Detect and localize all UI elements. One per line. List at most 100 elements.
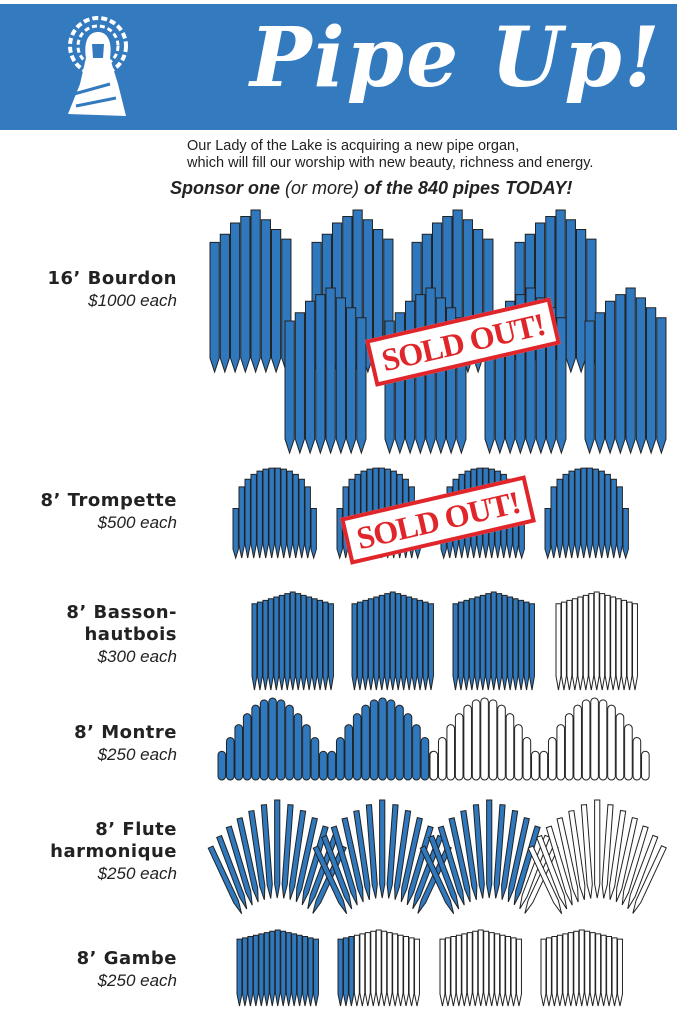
pipe [386, 932, 393, 1007]
pipe [256, 470, 263, 559]
pipe [571, 598, 578, 691]
pipe [463, 704, 472, 781]
pipe-group-bourdon[interactable] [284, 287, 367, 455]
pipe [327, 750, 337, 781]
pipe-group-montre[interactable] [429, 697, 540, 781]
pipe [610, 596, 617, 691]
pipe [268, 467, 275, 559]
pipe [615, 294, 626, 455]
pipe-group-flute[interactable] [207, 799, 347, 915]
pipe [573, 704, 582, 781]
pipe [609, 809, 627, 900]
rank-label-bourdon: 16’ Bourdon $1000 each [48, 268, 178, 312]
pipe [635, 297, 646, 455]
pipe [439, 938, 446, 1007]
pipe [522, 737, 532, 781]
pipe-group-flute[interactable] [527, 799, 667, 915]
pipe-group-gambe[interactable] [439, 929, 522, 1007]
pipe-group-basson[interactable] [351, 591, 434, 691]
pipe [302, 724, 311, 781]
pipe [242, 713, 252, 781]
pipe [274, 799, 281, 899]
pipe [615, 817, 638, 903]
pipe [562, 933, 569, 1007]
pipe [403, 936, 410, 1007]
pipe [452, 603, 459, 691]
pipe [395, 593, 402, 691]
pipe [483, 930, 490, 1007]
pipe [446, 724, 456, 781]
pipe [494, 933, 501, 1007]
pipe [523, 601, 530, 691]
pipe-group-basson[interactable] [251, 591, 334, 691]
pipe [560, 601, 567, 691]
madonna-logo [68, 16, 128, 116]
pipe [238, 486, 245, 559]
pipe-group-bourdon[interactable] [209, 209, 292, 374]
pipe [262, 468, 269, 559]
pipe [260, 804, 273, 899]
pipe [251, 704, 260, 781]
pipe [588, 593, 595, 691]
pipe-group-gambe[interactable] [540, 929, 623, 1007]
pipe [499, 934, 506, 1007]
pipe [429, 750, 439, 781]
pipe [615, 598, 622, 691]
pipe [230, 222, 241, 374]
pipe [367, 598, 374, 691]
pipe [276, 699, 286, 781]
rank-price: $250 each [97, 745, 177, 764]
pipe [234, 724, 244, 781]
pipe [556, 478, 563, 559]
rank-name-2: harmonique [50, 841, 177, 862]
pipe-group-basson[interactable] [452, 591, 535, 691]
pipe [365, 804, 378, 899]
pipe [296, 934, 303, 1007]
pipe [589, 932, 596, 1007]
pipe [564, 713, 574, 781]
pipe [496, 593, 503, 691]
pipe [362, 599, 369, 691]
pipe [378, 697, 387, 781]
pipe [474, 596, 481, 691]
pipe [370, 930, 377, 1007]
pipe [428, 603, 434, 691]
pipe [236, 938, 243, 1007]
pipe [258, 933, 265, 1007]
pipe-group-gambe[interactable] [236, 929, 319, 1007]
pipe [457, 601, 464, 691]
pipe [527, 845, 563, 914]
pipe [300, 594, 307, 691]
rank-price: $500 each [97, 513, 177, 532]
pipe-group-trompette[interactable] [544, 467, 629, 560]
pipe-group-montre[interactable] [539, 697, 650, 781]
pipe [632, 845, 667, 914]
rank-label-trompette: 8’ Trompette $500 each [41, 490, 177, 534]
sponsor-b: (or more) [280, 178, 365, 198]
pipe [420, 737, 430, 781]
pipe-group-montre[interactable] [217, 697, 328, 781]
pipe [617, 938, 623, 1007]
pipe-group-montre[interactable] [327, 697, 438, 781]
pipe [513, 825, 541, 906]
pipe [406, 825, 434, 906]
pipe [406, 596, 413, 691]
pipe-group-basson[interactable] [555, 591, 638, 691]
pipe-group-bourdon[interactable] [584, 287, 667, 455]
pipe [600, 934, 607, 1007]
pipe [547, 737, 557, 781]
pipe [477, 929, 484, 1007]
pipe [311, 598, 318, 691]
rank-name: 8’ Flute [95, 819, 177, 840]
pipe [313, 938, 319, 1007]
pipe [219, 233, 230, 374]
pipe [369, 699, 379, 781]
pipe [555, 603, 562, 691]
pipe [348, 936, 355, 1007]
pipe [641, 750, 650, 781]
pipe [594, 799, 601, 899]
rank-price: $250 each [97, 864, 177, 883]
pipe [325, 287, 336, 455]
pipe-group-trompette[interactable] [232, 467, 317, 560]
pipe-group-gambe[interactable] [337, 929, 420, 1007]
